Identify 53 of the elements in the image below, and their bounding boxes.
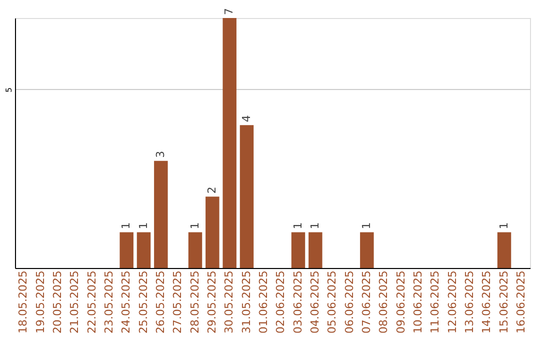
data-label: 1 [360, 222, 373, 230]
bar [136, 232, 151, 268]
x-tick-label: 09.06.2025 [394, 270, 408, 334]
x-tick-label: 26.05.2025 [154, 270, 167, 334]
x-tick-label: 22.05.2025 [85, 270, 98, 334]
x-tick-label: 24.05.2025 [120, 270, 133, 334]
x-tick-label: 04.06.2025 [308, 270, 322, 334]
x-tick-label: 11.06.2025 [428, 270, 442, 334]
x-tick-label: 13.06.2025 [462, 270, 476, 334]
x-tick-label: 21.05.2025 [68, 270, 82, 334]
x-tick-label: 12.06.2025 [446, 270, 459, 334]
data-label: 2 [205, 186, 218, 194]
data-label: 1 [120, 222, 133, 230]
bar [222, 18, 236, 268]
bar [206, 196, 220, 268]
x-tick-label: 03.06.2025 [291, 270, 304, 334]
x-tick-label: 14.06.2025 [480, 270, 494, 334]
x-tick-label: 05.06.2025 [326, 270, 339, 334]
x-tick-label: 07.06.2025 [360, 270, 373, 334]
x-tick-label: 28.05.2025 [188, 270, 202, 334]
x-tick-label: 02.06.2025 [274, 270, 288, 334]
x-tick-label: 10.06.2025 [411, 270, 424, 334]
bar [120, 232, 134, 268]
x-tick-label: 15.06.2025 [497, 270, 510, 334]
x-tick-label: 29.05.2025 [205, 270, 218, 334]
x-tick-label: 25.05.2025 [136, 270, 150, 334]
data-label: 1 [188, 222, 202, 230]
bar [308, 232, 322, 268]
bar [240, 125, 254, 268]
x-tick-label: 23.05.2025 [102, 270, 116, 334]
x-tick-label: 19.05.2025 [34, 270, 47, 334]
x-tick-label: 27.05.2025 [171, 270, 184, 334]
x-tick-label: 08.06.2025 [377, 270, 390, 334]
data-label: 1 [308, 222, 322, 230]
data-label: 1 [136, 222, 150, 230]
data-label: 1 [291, 222, 304, 230]
data-label: 3 [154, 150, 167, 158]
bar [188, 232, 202, 268]
y-tick-label: 5 [4, 87, 14, 92]
bar [154, 160, 168, 268]
data-label: 4 [240, 115, 253, 122]
bar [291, 232, 306, 268]
data-label: 7 [222, 8, 236, 15]
x-tick-label: 16.06.2025 [514, 270, 528, 334]
x-tick-label: 20.05.2025 [50, 270, 64, 334]
x-tick-label: 31.05.2025 [240, 270, 253, 334]
data-label: 1 [497, 222, 510, 230]
bar [360, 232, 374, 268]
bar [497, 232, 512, 268]
x-tick-label: 30.05.2025 [222, 270, 236, 334]
x-tick-label: 06.06.2025 [342, 270, 356, 334]
x-tick-label: 01.06.2025 [256, 270, 270, 334]
x-tick-label: 18.05.2025 [16, 270, 30, 334]
